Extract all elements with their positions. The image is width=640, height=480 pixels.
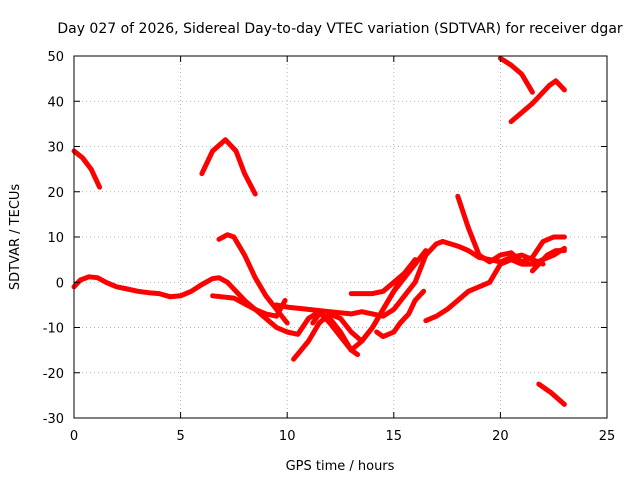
series-pass-4 xyxy=(508,78,567,125)
y-tick-label: -20 xyxy=(43,367,64,382)
y-tick-label: -10 xyxy=(43,322,64,337)
data-traces xyxy=(71,55,567,407)
y-tick-label: -30 xyxy=(43,412,64,427)
x-tick-label: 15 xyxy=(386,429,403,444)
x-tick-label: 20 xyxy=(492,429,509,444)
axis-ticks: 0 5 10 15 20 25 -30 -20 -10 0 10 20 30 40 50 xyxy=(43,50,616,444)
y-axis-label: SDTVAR / TECUs xyxy=(8,184,23,291)
y-tick-label: 30 xyxy=(47,141,64,156)
series-pass-5 xyxy=(536,381,567,407)
series-pass-7 xyxy=(216,232,290,326)
grid-lines xyxy=(74,56,607,418)
x-axis-label: GPS time / hours xyxy=(286,459,395,474)
series-pass-3 xyxy=(497,55,535,95)
series-pass-9 xyxy=(274,239,446,319)
series-pass-18 xyxy=(529,248,567,274)
chart-title: Day 027 of 2026, Sidereal Day-to-day VTE… xyxy=(57,21,623,37)
x-tick-label: 25 xyxy=(599,429,616,444)
y-tick-label: 0 xyxy=(56,276,64,291)
y-tick-label: 50 xyxy=(47,50,64,65)
series-pass-13 xyxy=(374,288,427,340)
y-tick-label: 40 xyxy=(47,95,64,110)
series-pass-1 xyxy=(71,148,103,190)
y-tick-label: 20 xyxy=(47,186,64,201)
series-pass-2 xyxy=(199,137,258,197)
series-pass-11 xyxy=(310,248,429,353)
series-pass-17 xyxy=(497,234,567,267)
x-tick-label: 10 xyxy=(279,429,296,444)
series-pass-12 xyxy=(348,257,418,297)
y-tick-label: 10 xyxy=(47,231,64,246)
series-pass-16 xyxy=(455,193,525,265)
x-tick-label: 0 xyxy=(70,429,78,444)
x-tick-label: 5 xyxy=(176,429,184,444)
